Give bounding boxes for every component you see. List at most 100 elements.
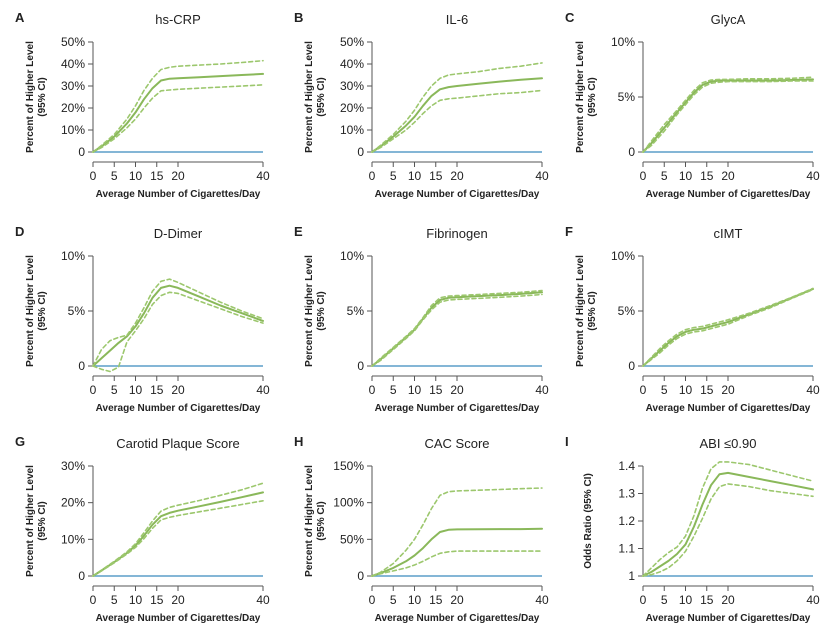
x-tick-label: 40 — [535, 383, 549, 397]
series-line-upper — [92, 278, 264, 367]
y-tick-label: 10% — [611, 35, 635, 49]
x-tick-label: 15 — [429, 593, 443, 607]
x-tick-label: 0 — [640, 169, 647, 183]
y-axis-label: Odds Ratio (95% CI) — [583, 473, 594, 569]
x-axis-label: Average Number of Cigarettes/Day — [375, 613, 540, 624]
panel-letter: F — [565, 224, 573, 239]
series-line-estimate — [92, 72, 264, 153]
x-tick-label: 15 — [700, 593, 714, 607]
panel-letter: H — [294, 434, 303, 449]
y-tick-label: 10% — [340, 123, 364, 137]
x-axis-label: Average Number of Cigarettes/Day — [375, 403, 540, 414]
x-tick-label: 0 — [640, 383, 647, 397]
x-tick-label: 15 — [700, 169, 714, 183]
y-tick-label: 30% — [340, 79, 364, 93]
x-tick-label: 20 — [450, 593, 464, 607]
x-tick-label: 40 — [256, 169, 270, 183]
series-line-estimate — [642, 288, 814, 367]
x-axis-label: Average Number of Cigarettes/Day — [646, 403, 811, 414]
series-line-lower — [92, 500, 264, 577]
y-tick-label: 1.4 — [618, 459, 635, 473]
x-tick-label: 15 — [150, 593, 164, 607]
x-tick-label: 5 — [390, 383, 397, 397]
x-tick-label: 10 — [129, 383, 143, 397]
x-tick-label: 10 — [679, 593, 693, 607]
x-tick-label: 10 — [408, 169, 422, 183]
y-tick-label: 5% — [618, 304, 636, 318]
y-tick-label: 20% — [61, 101, 85, 115]
x-tick-label: 40 — [256, 383, 270, 397]
x-tick-label: 5 — [111, 169, 118, 183]
series-line-lower — [92, 84, 264, 153]
y-tick-label: 5% — [618, 90, 636, 104]
x-tick-label: 10 — [679, 383, 693, 397]
chart-title: Fibrinogen — [426, 226, 487, 241]
y-tick-label: 5% — [68, 304, 86, 318]
y-tick-label: 0 — [357, 359, 364, 373]
y-tick-label: 50% — [340, 532, 364, 546]
series-line-lower — [642, 483, 814, 577]
x-tick-label: 10 — [679, 169, 693, 183]
x-tick-label: 10 — [129, 593, 143, 607]
series-line-upper — [371, 62, 543, 153]
series-line-estimate — [371, 527, 543, 577]
x-tick-label: 20 — [171, 593, 185, 607]
x-tick-label: 5 — [111, 593, 118, 607]
chart-title: hs-CRP — [155, 12, 201, 27]
x-tick-label: 0 — [369, 593, 376, 607]
y-tick-label: 10% — [61, 532, 85, 546]
y-axis-label: Percent of Higher Level(95% CI) — [25, 41, 48, 153]
series-line-estimate — [642, 78, 814, 153]
y-tick-label: 0 — [357, 569, 364, 583]
x-tick-label: 5 — [661, 383, 668, 397]
x-tick-label: 5 — [390, 593, 397, 607]
panel-letter: C — [565, 10, 575, 25]
series-line-upper — [642, 76, 814, 153]
y-tick-label: 50% — [340, 35, 364, 49]
x-tick-label: 20 — [721, 383, 735, 397]
y-axis-label: Percent of Higher Level(95% CI) — [304, 465, 327, 577]
x-tick-label: 40 — [256, 593, 270, 607]
x-axis-label: Average Number of Cigarettes/Day — [96, 613, 261, 624]
panel-letter: A — [15, 10, 25, 25]
y-tick-label: 100% — [333, 496, 364, 510]
series-line-estimate — [92, 284, 264, 367]
y-axis-label: Percent of Higher Level(95% CI) — [575, 41, 598, 153]
series-line-lower — [371, 293, 543, 367]
x-tick-label: 40 — [806, 383, 820, 397]
y-tick-label: 1.1 — [618, 542, 635, 556]
x-axis-label: Average Number of Cigarettes/Day — [96, 189, 261, 200]
x-tick-label: 0 — [369, 169, 376, 183]
y-tick-label: 40% — [340, 57, 364, 71]
y-tick-label: 10% — [340, 249, 364, 263]
x-tick-label: 0 — [369, 383, 376, 397]
y-axis-label: Percent of Higher Level(95% CI) — [304, 255, 327, 367]
y-tick-label: 5% — [347, 304, 365, 318]
x-tick-label: 0 — [90, 383, 97, 397]
y-tick-label: 0 — [78, 569, 85, 583]
chart-title: GlycA — [711, 12, 746, 27]
series-line-lower — [92, 291, 264, 373]
series-line-lower — [642, 288, 814, 367]
y-tick-label: 0 — [78, 145, 85, 159]
x-axis-label: Average Number of Cigarettes/Day — [646, 189, 811, 200]
chart-title: cIMT — [714, 226, 743, 241]
x-axis-label: Average Number of Cigarettes/Day — [646, 613, 811, 624]
chart-title: Carotid Plaque Score — [116, 436, 240, 451]
y-tick-label: 1 — [628, 569, 635, 583]
x-tick-label: 15 — [150, 169, 164, 183]
chart-title: CAC Score — [424, 436, 489, 451]
y-tick-label: 0 — [628, 359, 635, 373]
series-line-upper — [642, 461, 814, 577]
panel-letter: B — [294, 10, 303, 25]
x-tick-label: 15 — [429, 383, 443, 397]
x-tick-label: 10 — [129, 169, 143, 183]
y-tick-label: 10% — [61, 123, 85, 137]
y-tick-label: 40% — [61, 57, 85, 71]
